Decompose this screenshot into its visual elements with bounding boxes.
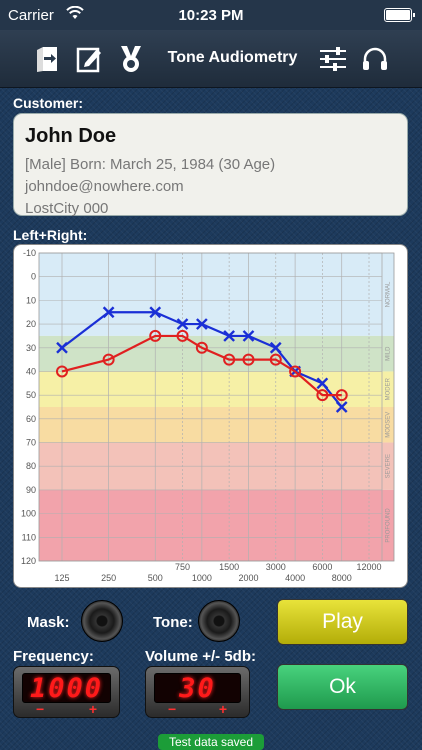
data-point-cross bbox=[316, 377, 329, 390]
zone-label: PROFOUND bbox=[386, 508, 392, 543]
customer-details: [Male] Born: March 25, 1984 (30 Age) bbox=[25, 156, 276, 173]
x-tick-label: 4000 bbox=[285, 573, 305, 583]
nav-bar: Tone Audiometry bbox=[0, 30, 422, 88]
status-toast: Test data saved bbox=[158, 734, 264, 750]
data-point-circle bbox=[335, 389, 348, 402]
carrier-name: Carrier bbox=[8, 7, 54, 24]
data-point-circle bbox=[102, 353, 115, 366]
tone-label: Tone: bbox=[153, 614, 193, 631]
sliders-settings-icon[interactable] bbox=[316, 42, 350, 76]
edit-note-icon[interactable] bbox=[72, 42, 106, 76]
data-point-circle bbox=[149, 329, 162, 342]
zone-label: MODSEV bbox=[386, 412, 392, 438]
y-tick-label: 30 bbox=[26, 343, 36, 353]
mask-knob[interactable] bbox=[81, 600, 123, 642]
headphones-icon[interactable] bbox=[358, 42, 392, 76]
ok-button[interactable]: Ok bbox=[277, 664, 408, 710]
y-tick-label: 70 bbox=[26, 438, 36, 448]
data-point-circle bbox=[195, 341, 208, 354]
customer-label: Customer: bbox=[13, 95, 84, 111]
y-tick-label: 0 bbox=[31, 272, 36, 282]
zone-label: NORMAL bbox=[386, 281, 392, 307]
data-point-circle bbox=[56, 365, 68, 378]
data-point-cross bbox=[223, 330, 235, 342]
data-point-circle bbox=[223, 353, 236, 366]
volume-value: 30 bbox=[154, 673, 241, 704]
data-point-circle bbox=[289, 365, 302, 378]
play-button[interactable]: Play bbox=[277, 599, 408, 645]
data-point-circle bbox=[269, 353, 282, 366]
data-point-cross bbox=[149, 306, 162, 319]
audiogram-svg: NORMAL MILD MODER MODSEV SEVERE PROFOUND -10 0 1… bbox=[21, 248, 395, 583]
x-tick-label-alt: 3000 bbox=[266, 562, 286, 572]
x-tick-label-alt: 1500 bbox=[219, 562, 239, 572]
y-tick-label: 40 bbox=[26, 366, 36, 376]
x-tick-label: 1000 bbox=[192, 573, 212, 583]
data-point-circle bbox=[242, 353, 255, 366]
frequency-plus-button[interactable]: + bbox=[88, 701, 97, 717]
data-point-cross bbox=[269, 341, 282, 354]
y-tick-label: 100 bbox=[21, 509, 36, 519]
y-tick-label: 80 bbox=[26, 461, 36, 471]
volume-minus-button[interactable]: − bbox=[168, 701, 177, 717]
x-tick-label: 250 bbox=[101, 573, 116, 583]
customer-location: LostCity 000 bbox=[25, 200, 109, 217]
x-tick-label-alt: 12000 bbox=[356, 562, 381, 572]
frequency-display: 1000 − + bbox=[13, 666, 120, 718]
data-point-circle bbox=[176, 329, 189, 342]
page-title: Tone Audiometry bbox=[167, 49, 298, 66]
zone-band bbox=[39, 489, 394, 561]
y-tick-label: 20 bbox=[26, 319, 36, 329]
y-tick-label: -10 bbox=[23, 248, 36, 258]
plot-border bbox=[38, 252, 395, 562]
y-tick-label: 110 bbox=[22, 532, 36, 542]
volume-plus-button[interactable]: + bbox=[218, 701, 227, 717]
award-medal-icon[interactable] bbox=[114, 42, 148, 76]
chart-label: Left+Right: bbox=[13, 227, 88, 243]
data-point-cross bbox=[102, 306, 115, 319]
x-tick-label-alt: 6000 bbox=[312, 562, 332, 572]
status-time: 10:23 PM bbox=[178, 7, 244, 24]
data-point-cross bbox=[335, 401, 348, 413]
x-tick-label: 125 bbox=[54, 573, 69, 583]
y-tick-label: 90 bbox=[26, 485, 36, 495]
customer-card[interactable]: John Doe [Male] Born: March 25, 1984 (30… bbox=[13, 113, 408, 217]
audiogram-chart[interactable]: NORMAL MILD MODER MODSEV SEVERE PROFOUND -10 0 1… bbox=[13, 244, 408, 588]
volume-display: 30 − + bbox=[145, 666, 250, 718]
frequency-minus-button[interactable]: − bbox=[36, 701, 45, 717]
series-line bbox=[61, 334, 342, 397]
zone-band bbox=[39, 371, 394, 407]
zone-label: MODER bbox=[386, 377, 392, 400]
frequency-value: 1000 bbox=[22, 673, 111, 704]
wifi-icon bbox=[66, 5, 84, 24]
data-point-circle bbox=[316, 389, 329, 402]
battery-icon bbox=[384, 8, 415, 22]
zone-label: MILD bbox=[386, 346, 392, 361]
data-point-cross bbox=[196, 318, 208, 330]
mask-label: Mask: bbox=[27, 614, 70, 631]
x-tick-label: 2000 bbox=[238, 573, 258, 583]
x-tick-label: 500 bbox=[148, 573, 163, 583]
tone-knob[interactable] bbox=[198, 600, 240, 642]
zone-band bbox=[39, 407, 394, 443]
data-point-cross bbox=[176, 318, 189, 330]
exit-door-icon[interactable] bbox=[30, 42, 64, 76]
zone-label: SEVERE bbox=[386, 454, 392, 478]
customer-email: johndoe@nowhere.com bbox=[25, 178, 184, 195]
customer-name: John Doe bbox=[25, 125, 117, 147]
status-bar: Carrier 10:23 PM bbox=[0, 0, 422, 30]
x-tick-label: 8000 bbox=[332, 573, 352, 583]
y-tick-label: 60 bbox=[26, 414, 36, 424]
x-tick-label-alt: 750 bbox=[175, 562, 190, 572]
frequency-label: Frequency: bbox=[13, 648, 94, 665]
zone-band bbox=[39, 253, 394, 336]
y-tick-label: 10 bbox=[26, 295, 36, 305]
data-point-cross bbox=[242, 330, 255, 342]
y-tick-label: 120 bbox=[21, 556, 36, 566]
y-tick-label: 50 bbox=[26, 390, 36, 400]
volume-label: Volume +/- 5db: bbox=[145, 648, 256, 665]
data-point-cross bbox=[56, 341, 68, 354]
